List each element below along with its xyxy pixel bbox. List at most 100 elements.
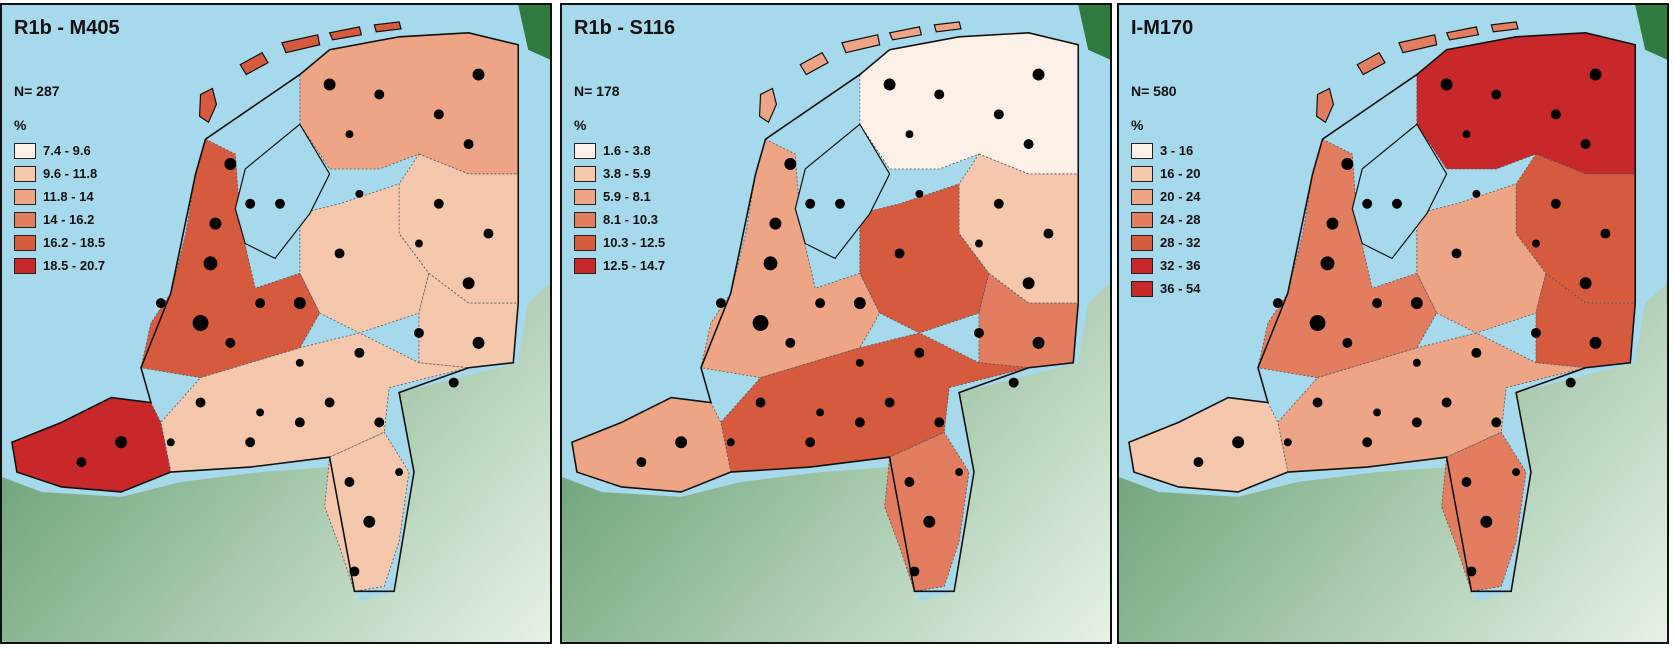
sample-point: [155, 298, 166, 309]
sample-point: [166, 438, 175, 447]
sample-point: [1411, 417, 1422, 428]
sample-point: [805, 198, 816, 209]
sample-point: [295, 358, 304, 367]
region-east: [1535, 272, 1636, 369]
legend-label: 14 - 16.2: [43, 212, 95, 227]
sample-point: [1471, 347, 1482, 358]
sample-point: [472, 68, 485, 81]
sample-point: [1600, 228, 1611, 239]
legend-item: 18.5 - 20.7: [14, 254, 105, 277]
neighbouring-land: [518, 5, 550, 60]
legend-item: 7.4 - 9.6: [14, 139, 105, 162]
legend-swatch: [1131, 165, 1153, 182]
sample-point: [324, 397, 335, 408]
sample-point: [225, 337, 236, 348]
sample-point: [1531, 239, 1540, 248]
sample-point: [854, 417, 865, 428]
sample-point: [334, 248, 345, 259]
sample-point: [349, 566, 360, 577]
sample-point: [914, 347, 925, 358]
sample-point: [923, 515, 936, 528]
legend-item: 36 - 54: [1131, 277, 1200, 300]
legend-swatch: [574, 188, 596, 205]
island: [758, 87, 778, 124]
legend-label: 18.5 - 20.7: [43, 258, 106, 273]
sample-point: [1462, 130, 1471, 139]
legend-unit: %: [14, 117, 27, 133]
sample-point: [1565, 377, 1576, 388]
map-title: R1b - S116: [574, 17, 676, 39]
map-panel: R1b - M405 N= 287% 7.4 - 9.6 9.6 - 11.8 11.8…: [0, 3, 552, 644]
legend-swatch: [574, 211, 596, 228]
sample-point: [1480, 515, 1493, 528]
sample-point: [294, 417, 305, 428]
region-limburg: [324, 431, 410, 592]
sample-point: [433, 198, 444, 209]
sample-point: [448, 377, 459, 388]
sample-point: [974, 239, 983, 248]
sample-point: [345, 130, 354, 139]
sample-point: [1272, 298, 1283, 309]
island: [1356, 51, 1386, 76]
sample-point: [815, 298, 826, 309]
sample-point: [1440, 78, 1453, 91]
legend-item: 10.3 - 12.5: [574, 231, 665, 254]
sample-point: [1362, 437, 1373, 448]
sample-point: [1309, 315, 1326, 331]
sample-point: [909, 566, 920, 577]
sample-point: [1023, 139, 1034, 150]
ijsselmeer: [794, 123, 891, 260]
legend-label: 3.8 - 5.9: [603, 166, 651, 181]
sample-point: [1372, 298, 1383, 309]
sample-point: [209, 217, 222, 230]
island: [888, 26, 923, 41]
legend-label: 20 - 24: [1160, 189, 1201, 204]
sample-point: [816, 408, 825, 417]
legend-swatch: [574, 165, 596, 182]
sample-point: [915, 189, 924, 198]
sample-size: N= 178: [574, 83, 620, 99]
sample-point: [805, 437, 816, 448]
sample-size: N= 287: [14, 83, 60, 99]
sample-point: [472, 336, 485, 349]
legend-item: 28 - 32: [1131, 231, 1200, 254]
sample-point: [853, 297, 866, 310]
legend-item: 24 - 28: [1131, 208, 1200, 231]
sample-point: [1193, 457, 1204, 468]
sample-point: [752, 315, 769, 331]
sample-point: [904, 477, 915, 487]
choropleth-map: [1119, 5, 1667, 642]
legend-label: 7.4 - 9.6: [43, 143, 91, 158]
legend-swatch: [1131, 234, 1153, 251]
sample-point: [1362, 198, 1373, 209]
legend-label: 8.1 - 10.3: [603, 212, 658, 227]
sample-point: [374, 417, 385, 428]
island: [198, 87, 218, 124]
island: [1315, 87, 1335, 124]
country-outline: [11, 32, 520, 593]
legend-label: 9.6 - 11.8: [43, 166, 98, 181]
legend-item: 5.9 - 8.1: [574, 185, 665, 208]
sample-point: [245, 437, 256, 448]
map-panel: I-M170 N= 580% 3 - 16 16 - 20 20 - 24 24 - 28…: [1117, 3, 1669, 644]
map-title: I-M170: [1131, 17, 1194, 39]
sample-size: N= 580: [1131, 83, 1177, 99]
legend-swatch: [14, 188, 36, 205]
map-title: R1b - M405: [14, 17, 120, 39]
island: [239, 51, 269, 76]
legend-label: 36 - 54: [1160, 281, 1201, 296]
legend-swatch: [574, 142, 596, 159]
legend-label: 24 - 28: [1160, 212, 1201, 227]
sample-point: [414, 239, 423, 248]
sample-point: [934, 89, 945, 100]
legend-item: 11.8 - 14: [14, 185, 105, 208]
legend-unit: %: [574, 117, 587, 133]
region-west: [1257, 138, 1438, 379]
legend-item: 14 - 16.2: [14, 208, 105, 231]
sample-point: [784, 158, 797, 170]
sample-point: [1320, 256, 1335, 271]
legend: % 1.6 - 3.8 3.8 - 5.9 5.9 - 8.1 8.1 - 10.3 10…: [574, 117, 665, 277]
sample-point: [1550, 109, 1561, 120]
sample-point: [636, 457, 647, 468]
sample-point: [884, 397, 895, 408]
